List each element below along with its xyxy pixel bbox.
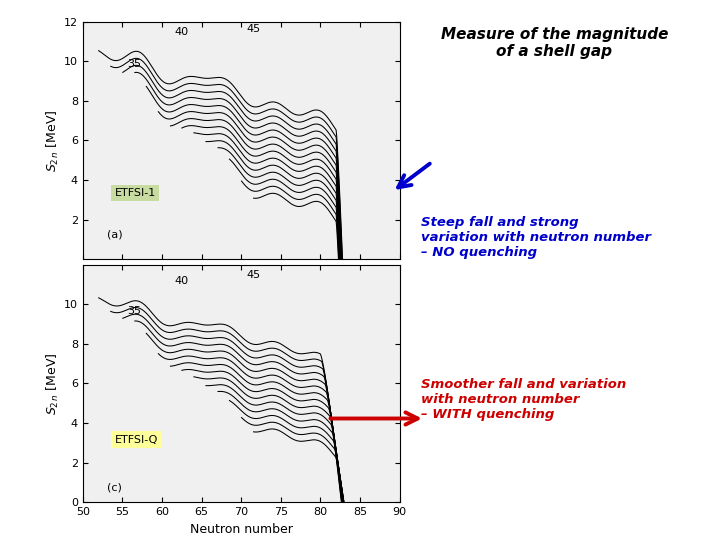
Text: Measure of the magnitude
of a shell gap: Measure of the magnitude of a shell gap xyxy=(441,27,668,59)
Text: 45: 45 xyxy=(246,271,260,280)
Text: (a): (a) xyxy=(107,230,122,239)
Text: ETFSI-Q: ETFSI-Q xyxy=(114,435,158,445)
Text: 35: 35 xyxy=(127,306,141,316)
Text: 40: 40 xyxy=(175,28,189,37)
Text: (c): (c) xyxy=(107,482,122,492)
Text: 35: 35 xyxy=(127,59,141,69)
Text: 45: 45 xyxy=(246,24,260,33)
Text: Smoother fall and variation
with neutron number
– WITH quenching: Smoother fall and variation with neutron… xyxy=(421,378,626,421)
Text: Steep fall and strong
variation with neutron number
– NO quenching: Steep fall and strong variation with neu… xyxy=(421,216,651,259)
Text: 40: 40 xyxy=(175,276,189,286)
X-axis label: Neutron number: Neutron number xyxy=(190,523,292,536)
Y-axis label: $S_{2\,n}$ [MeV]: $S_{2\,n}$ [MeV] xyxy=(45,109,61,172)
Text: ETFSI-1: ETFSI-1 xyxy=(114,188,156,198)
Y-axis label: $S_{2\,n}$ [MeV]: $S_{2\,n}$ [MeV] xyxy=(45,352,61,415)
